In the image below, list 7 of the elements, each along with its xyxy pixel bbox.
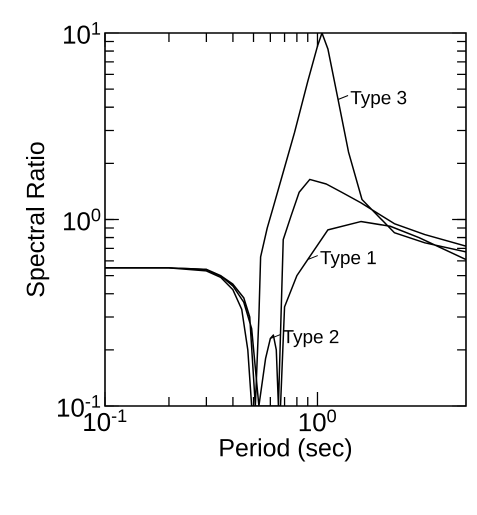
y-tick-label: 10$^{0}$ (64, 208, 100, 230)
legend-label: Type 3 (350, 90, 406, 108)
y-tick-label: 10$^{1}$ (64, 22, 100, 44)
legend-label: Type 2 (282, 330, 338, 348)
x-axis-title: Period (sec) (220, 438, 352, 462)
y-axis-title: Spectral Ratio (26, 142, 50, 297)
legend-label: Type 1 (320, 251, 376, 268)
